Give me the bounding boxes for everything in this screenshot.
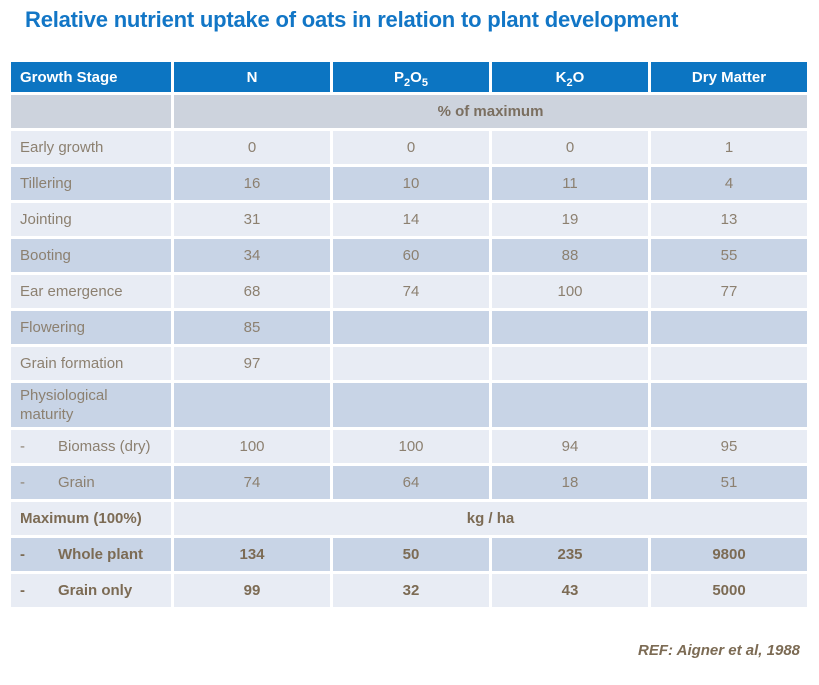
cell-n: 31	[174, 203, 330, 236]
row-label: Maximum (100%)	[11, 502, 171, 535]
table-row-tillering: Tillering 16 10 11 4	[11, 167, 807, 200]
row-label: - Grain	[11, 466, 171, 499]
cell-k2o	[492, 383, 648, 427]
cell-n: 100	[174, 430, 330, 463]
unit-label-percent-of-maximum: % of maximum	[174, 95, 807, 128]
cell-p2o5: 32	[333, 574, 489, 607]
table-header-row: Growth Stage N P2O5 K2O Dry Matter	[11, 62, 807, 92]
row-label: Grain formation	[11, 347, 171, 380]
cell-k2o	[492, 311, 648, 344]
cell-p2o5: 60	[333, 239, 489, 272]
cell-p2o5: 14	[333, 203, 489, 236]
cell-k2o: 88	[492, 239, 648, 272]
cell-k2o: 43	[492, 574, 648, 607]
row-label: Ear emergence	[11, 275, 171, 308]
col-header-dry-matter: Dry Matter	[651, 62, 807, 92]
row-label: Booting	[11, 239, 171, 272]
col-header-k2o: K2O	[492, 62, 648, 92]
unit-label-kg-ha: kg / ha	[174, 502, 807, 535]
cell-dry-matter	[651, 311, 807, 344]
col-header-n: N	[174, 62, 330, 92]
cell-k2o: 11	[492, 167, 648, 200]
cell-k2o: 19	[492, 203, 648, 236]
cell-dry-matter: 4	[651, 167, 807, 200]
table-row-jointing: Jointing 31 14 19 13	[11, 203, 807, 236]
cell-k2o: 0	[492, 131, 648, 164]
cell-dry-matter: 13	[651, 203, 807, 236]
cell-k2o: 94	[492, 430, 648, 463]
row-label: - Grain only	[11, 574, 171, 607]
cell-k2o: 100	[492, 275, 648, 308]
table-row-early-growth: Early growth 0 0 0 1	[11, 131, 807, 164]
table-row-maximum-100: Maximum (100%) kg / ha	[11, 502, 807, 535]
row-label: - Biomass (dry)	[11, 430, 171, 463]
reference-note: REF: Aigner et al, 1988	[638, 642, 800, 659]
table-row-grain-formation: Grain formation 97	[11, 347, 807, 380]
col-header-growth-stage: Growth Stage	[11, 62, 171, 92]
list-dash: -	[20, 582, 25, 599]
cell-dry-matter: 51	[651, 466, 807, 499]
k2o-symbol: K	[555, 68, 567, 86]
col-header-p2o5: P2O5	[333, 62, 489, 92]
cell-p2o5: 50	[333, 538, 489, 571]
cell-n: 97	[174, 347, 330, 380]
cell-dry-matter: 9800	[651, 538, 807, 571]
cell-dry-matter: 95	[651, 430, 807, 463]
list-dash: -	[20, 438, 25, 455]
row-label: Jointing	[11, 203, 171, 236]
cell-p2o5	[333, 347, 489, 380]
page-title: Relative nutrient uptake of oats in rela…	[25, 7, 679, 32]
cell-n: 68	[174, 275, 330, 308]
table-row-unit-percent-of-maximum: % of maximum	[11, 95, 807, 128]
cell-k2o: 235	[492, 538, 648, 571]
cell-dry-matter: 77	[651, 275, 807, 308]
cell-n: 16	[174, 167, 330, 200]
cell-p2o5: 74	[333, 275, 489, 308]
cell-n: 34	[174, 239, 330, 272]
row-label: Flowering	[11, 311, 171, 344]
cell-dry-matter: 1	[651, 131, 807, 164]
list-dash: -	[20, 546, 25, 563]
list-dash: -	[20, 474, 25, 491]
table-row-flowering: Flowering 85	[11, 311, 807, 344]
cell-p2o5: 64	[333, 466, 489, 499]
cell-p2o5	[333, 383, 489, 427]
row-label	[11, 95, 171, 128]
cell-n: 0	[174, 131, 330, 164]
cell-k2o	[492, 347, 648, 380]
cell-dry-matter	[651, 383, 807, 427]
table-row-grain: - Grain 74 64 18 51	[11, 466, 807, 499]
cell-dry-matter: 5000	[651, 574, 807, 607]
nutrient-uptake-table: Growth Stage N P2O5 K2O Dry Matter % of …	[8, 59, 810, 610]
row-label: Physiological maturity	[11, 383, 171, 427]
row-label: Early growth	[11, 131, 171, 164]
cell-n	[174, 383, 330, 427]
row-label: Tillering	[11, 167, 171, 200]
cell-n: 134	[174, 538, 330, 571]
cell-p2o5	[333, 311, 489, 344]
cell-n: 74	[174, 466, 330, 499]
cell-p2o5: 10	[333, 167, 489, 200]
cell-p2o5: 100	[333, 430, 489, 463]
row-label: - Whole plant	[11, 538, 171, 571]
table-row-booting: Booting 34 60 88 55	[11, 239, 807, 272]
cell-k2o: 18	[492, 466, 648, 499]
table-row-whole-plant: - Whole plant 134 50 235 9800	[11, 538, 807, 571]
cell-p2o5: 0	[333, 131, 489, 164]
table-row-biomass-dry: - Biomass (dry) 100 100 94 95	[11, 430, 807, 463]
cell-dry-matter	[651, 347, 807, 380]
cell-n: 85	[174, 311, 330, 344]
cell-dry-matter: 55	[651, 239, 807, 272]
table-row-grain-only: - Grain only 99 32 43 5000	[11, 574, 807, 607]
table-row-physiological-maturity: Physiological maturity	[11, 383, 807, 427]
cell-n: 99	[174, 574, 330, 607]
table-row-ear-emergence: Ear emergence 68 74 100 77	[11, 275, 807, 308]
p2o5-symbol: P	[394, 68, 405, 86]
